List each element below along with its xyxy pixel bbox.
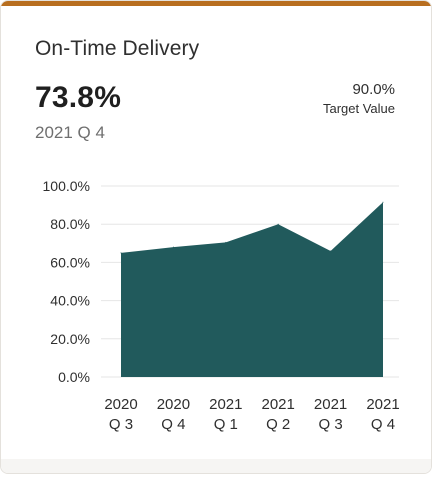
area-layer xyxy=(120,201,384,377)
area-chart: 100.0% 80.0% 60.0% 40.0% 20.0% 0.0% 2020 Q 3 20… xyxy=(1,166,431,451)
y-tick-label: 60.0% xyxy=(50,254,90,270)
x-tick-label-quarter: Q 1 xyxy=(214,416,238,433)
y-axis: 100.0% 80.0% 60.0% 40.0% 20.0% 0.0% xyxy=(43,178,90,385)
target-block: 90.0% Target Value xyxy=(323,81,395,117)
target-value: 90.0% xyxy=(352,81,395,98)
x-tick-label-year: 2021 xyxy=(209,396,242,413)
card-title: On-Time Delivery xyxy=(35,37,200,60)
y-tick-label: 40.0% xyxy=(50,293,90,309)
x-axis: 2020 Q 3 2020 Q 4 2021 Q 1 2021 Q 2 2021 Q 3 2021 Q… xyxy=(104,396,399,433)
x-tick-label-quarter: Q 4 xyxy=(371,416,395,433)
x-tick-label-quarter: Q 3 xyxy=(109,416,133,433)
data-point xyxy=(172,246,174,248)
data-point xyxy=(330,250,332,252)
kpi-card: On-Time Delivery 73.8% 2021 Q 4 90.0% Ta… xyxy=(0,0,432,474)
card-footer xyxy=(1,459,431,473)
kpi-period: 2021 Q 4 xyxy=(35,123,105,142)
x-tick-label-year: 2020 xyxy=(104,396,137,413)
y-tick-label: 100.0% xyxy=(43,178,90,194)
x-tick-label-year: 2021 xyxy=(314,396,347,413)
y-tick-label: 0.0% xyxy=(58,369,90,385)
target-label: Target Value xyxy=(322,101,395,116)
data-point xyxy=(277,223,279,225)
data-point xyxy=(225,241,227,243)
data-point xyxy=(382,201,384,203)
kpi-value: 73.8% xyxy=(35,81,122,114)
y-tick-label: 80.0% xyxy=(50,216,90,232)
area-series xyxy=(121,202,383,377)
y-tick-label: 20.0% xyxy=(50,331,90,347)
x-tick-label-year: 2021 xyxy=(366,396,399,413)
x-tick-label-year: 2020 xyxy=(157,396,190,413)
x-tick-label-quarter: Q 4 xyxy=(161,416,185,433)
x-tick-label-quarter: Q 2 xyxy=(266,416,290,433)
data-point xyxy=(120,252,122,254)
x-tick-label-quarter: Q 3 xyxy=(319,416,343,433)
card-accent-bar xyxy=(1,1,431,6)
x-tick-label-year: 2021 xyxy=(262,396,295,413)
